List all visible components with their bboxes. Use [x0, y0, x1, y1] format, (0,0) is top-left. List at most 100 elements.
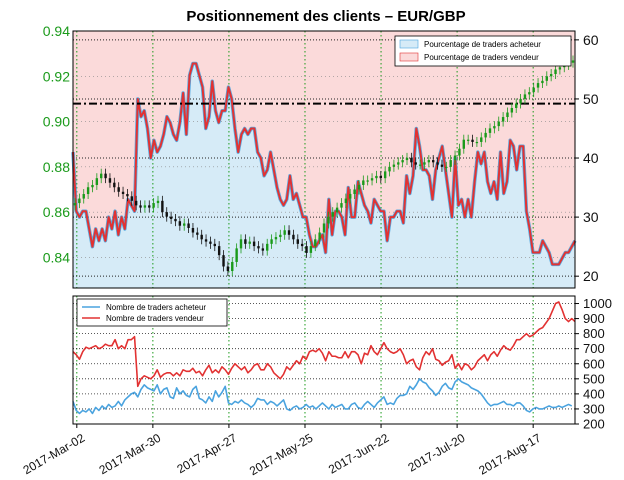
x-tick-label: 2017-Jun-22	[326, 431, 392, 477]
bottom-panel-frame	[72, 295, 576, 425]
price-candle-body	[370, 178, 374, 181]
price-candle-body	[231, 261, 234, 272]
price-candle-body	[213, 243, 216, 247]
price-candle-body	[283, 230, 286, 235]
price-candle-body	[252, 241, 256, 247]
price-candle-body	[178, 221, 182, 226]
price-candle-body	[196, 232, 199, 235]
buyer-count-line	[72, 378, 573, 415]
price-candle-body	[480, 137, 483, 142]
price-candle-body	[257, 246, 260, 249]
price-tick-label: 0.94	[43, 23, 70, 39]
price-candle-body	[134, 200, 138, 206]
price-candle-body	[545, 76, 548, 81]
price-candle-body	[235, 248, 238, 262]
price-candle-body	[222, 255, 225, 267]
x-tick-label: 2017-Jul-20	[406, 431, 468, 475]
legend-swatch-seller-percentage	[399, 52, 419, 62]
price-candle-body	[82, 194, 85, 199]
price-candle-body	[169, 216, 173, 219]
price-candle-body	[353, 189, 356, 195]
price-candle-body	[270, 239, 273, 244]
price-candles	[73, 55, 575, 276]
price-candle-body	[300, 243, 304, 247]
price-candle-body	[117, 187, 120, 192]
x-axis-labels: 2017-Mar-02 2017-Mar-30 2017-Apr-27 2017-Ma…	[21, 424, 544, 478]
price-candle-body	[309, 246, 313, 253]
price-candle-body	[335, 207, 339, 213]
price-candle-body	[453, 155, 457, 161]
price-tick-label: 0.92	[43, 68, 70, 84]
price-candle-body	[432, 160, 435, 163]
price-candle-body	[501, 117, 505, 122]
price-candle-body	[266, 243, 269, 251]
price-candle-body	[279, 234, 282, 238]
price-candle-body	[523, 94, 527, 99]
price-candle-body	[143, 205, 147, 208]
price-candle-body	[493, 126, 496, 129]
legend-label-buyer-percentage: Pourcentage de traders acheteur	[424, 40, 541, 49]
price-candle-body	[239, 239, 243, 249]
price-candle-body	[436, 162, 439, 165]
top-panel-legend: Pourcentage de traders acheteur Pourcenta…	[394, 35, 572, 67]
price-candle-body	[549, 74, 553, 77]
price-candle-body	[100, 173, 103, 179]
price-candle-body	[73, 203, 77, 206]
price-candle-body	[165, 212, 168, 217]
chart-title: Positionnement des clients – EUR/GBP	[186, 8, 465, 25]
count-tick-label: 500	[583, 371, 605, 386]
price-candle-body	[379, 175, 382, 179]
price-candle-body	[322, 223, 326, 233]
price-candle-body	[357, 184, 361, 190]
price-candle-body	[200, 234, 203, 240]
price-candle-body	[183, 223, 186, 226]
count-tick-label: 300	[583, 401, 605, 416]
count-tick-label: 200	[583, 417, 605, 432]
x-tick-label: 2017-Mar-30	[97, 431, 164, 478]
price-candle-body	[130, 196, 133, 201]
price-candle-body	[440, 164, 444, 167]
x-tick-label: 2017-Apr-27	[174, 431, 239, 477]
price-tick-label: 0.90	[43, 114, 70, 130]
price-candle-body	[340, 203, 343, 208]
price-candle-body	[528, 92, 531, 95]
legend-label-seller-count: Nombre de traders vendeur	[106, 314, 204, 323]
price-candle-body	[161, 200, 164, 213]
price-candle-body	[261, 248, 265, 251]
price-candle-body	[305, 246, 308, 253]
price-candle-body	[466, 139, 470, 141]
count-tick-label: 900	[583, 311, 605, 326]
price-candle-body	[462, 139, 465, 149]
legend-label-buyer-count: Nombre de traders acheteur	[106, 303, 206, 312]
price-candle-body	[331, 212, 334, 217]
price-candle-body	[139, 205, 142, 208]
top-panel-axes: 0.94 0.92 0.90 0.88 0.86 0.84 60 50 40 30 20	[43, 23, 599, 289]
price-candle-body	[536, 83, 540, 88]
price-candle-body	[148, 205, 151, 208]
price-candle-body	[458, 148, 461, 156]
x-tick-label: 2017-Aug-17	[476, 431, 543, 478]
price-candle-body	[226, 266, 230, 272]
top-panel-grid	[73, 30, 575, 288]
price-candle-body	[488, 128, 492, 133]
percentage-tick-label: 50	[583, 91, 599, 107]
price-candle-body	[314, 239, 317, 247]
price-candle-body	[318, 232, 321, 240]
count-tick-label: 400	[583, 386, 605, 401]
price-candle-body	[475, 141, 479, 144]
price-tick-label: 0.84	[43, 249, 70, 265]
price-candle-body	[327, 216, 330, 224]
price-candle-body	[156, 200, 160, 204]
price-candle-body	[174, 218, 177, 222]
price-candle-body	[91, 184, 94, 188]
price-candle-body	[519, 98, 522, 104]
legend-label-seller-percentage: Pourcentage de traders vendeur	[424, 53, 539, 62]
price-candle-body	[392, 164, 396, 167]
bottom-panel-legend: Nombre de traders acheteur Nombre de trad…	[76, 298, 228, 327]
price-candle-body	[248, 241, 251, 244]
legend-swatch-buyer-percentage	[399, 39, 419, 49]
price-candle-body	[78, 198, 81, 204]
price-candle-body	[423, 162, 426, 165]
